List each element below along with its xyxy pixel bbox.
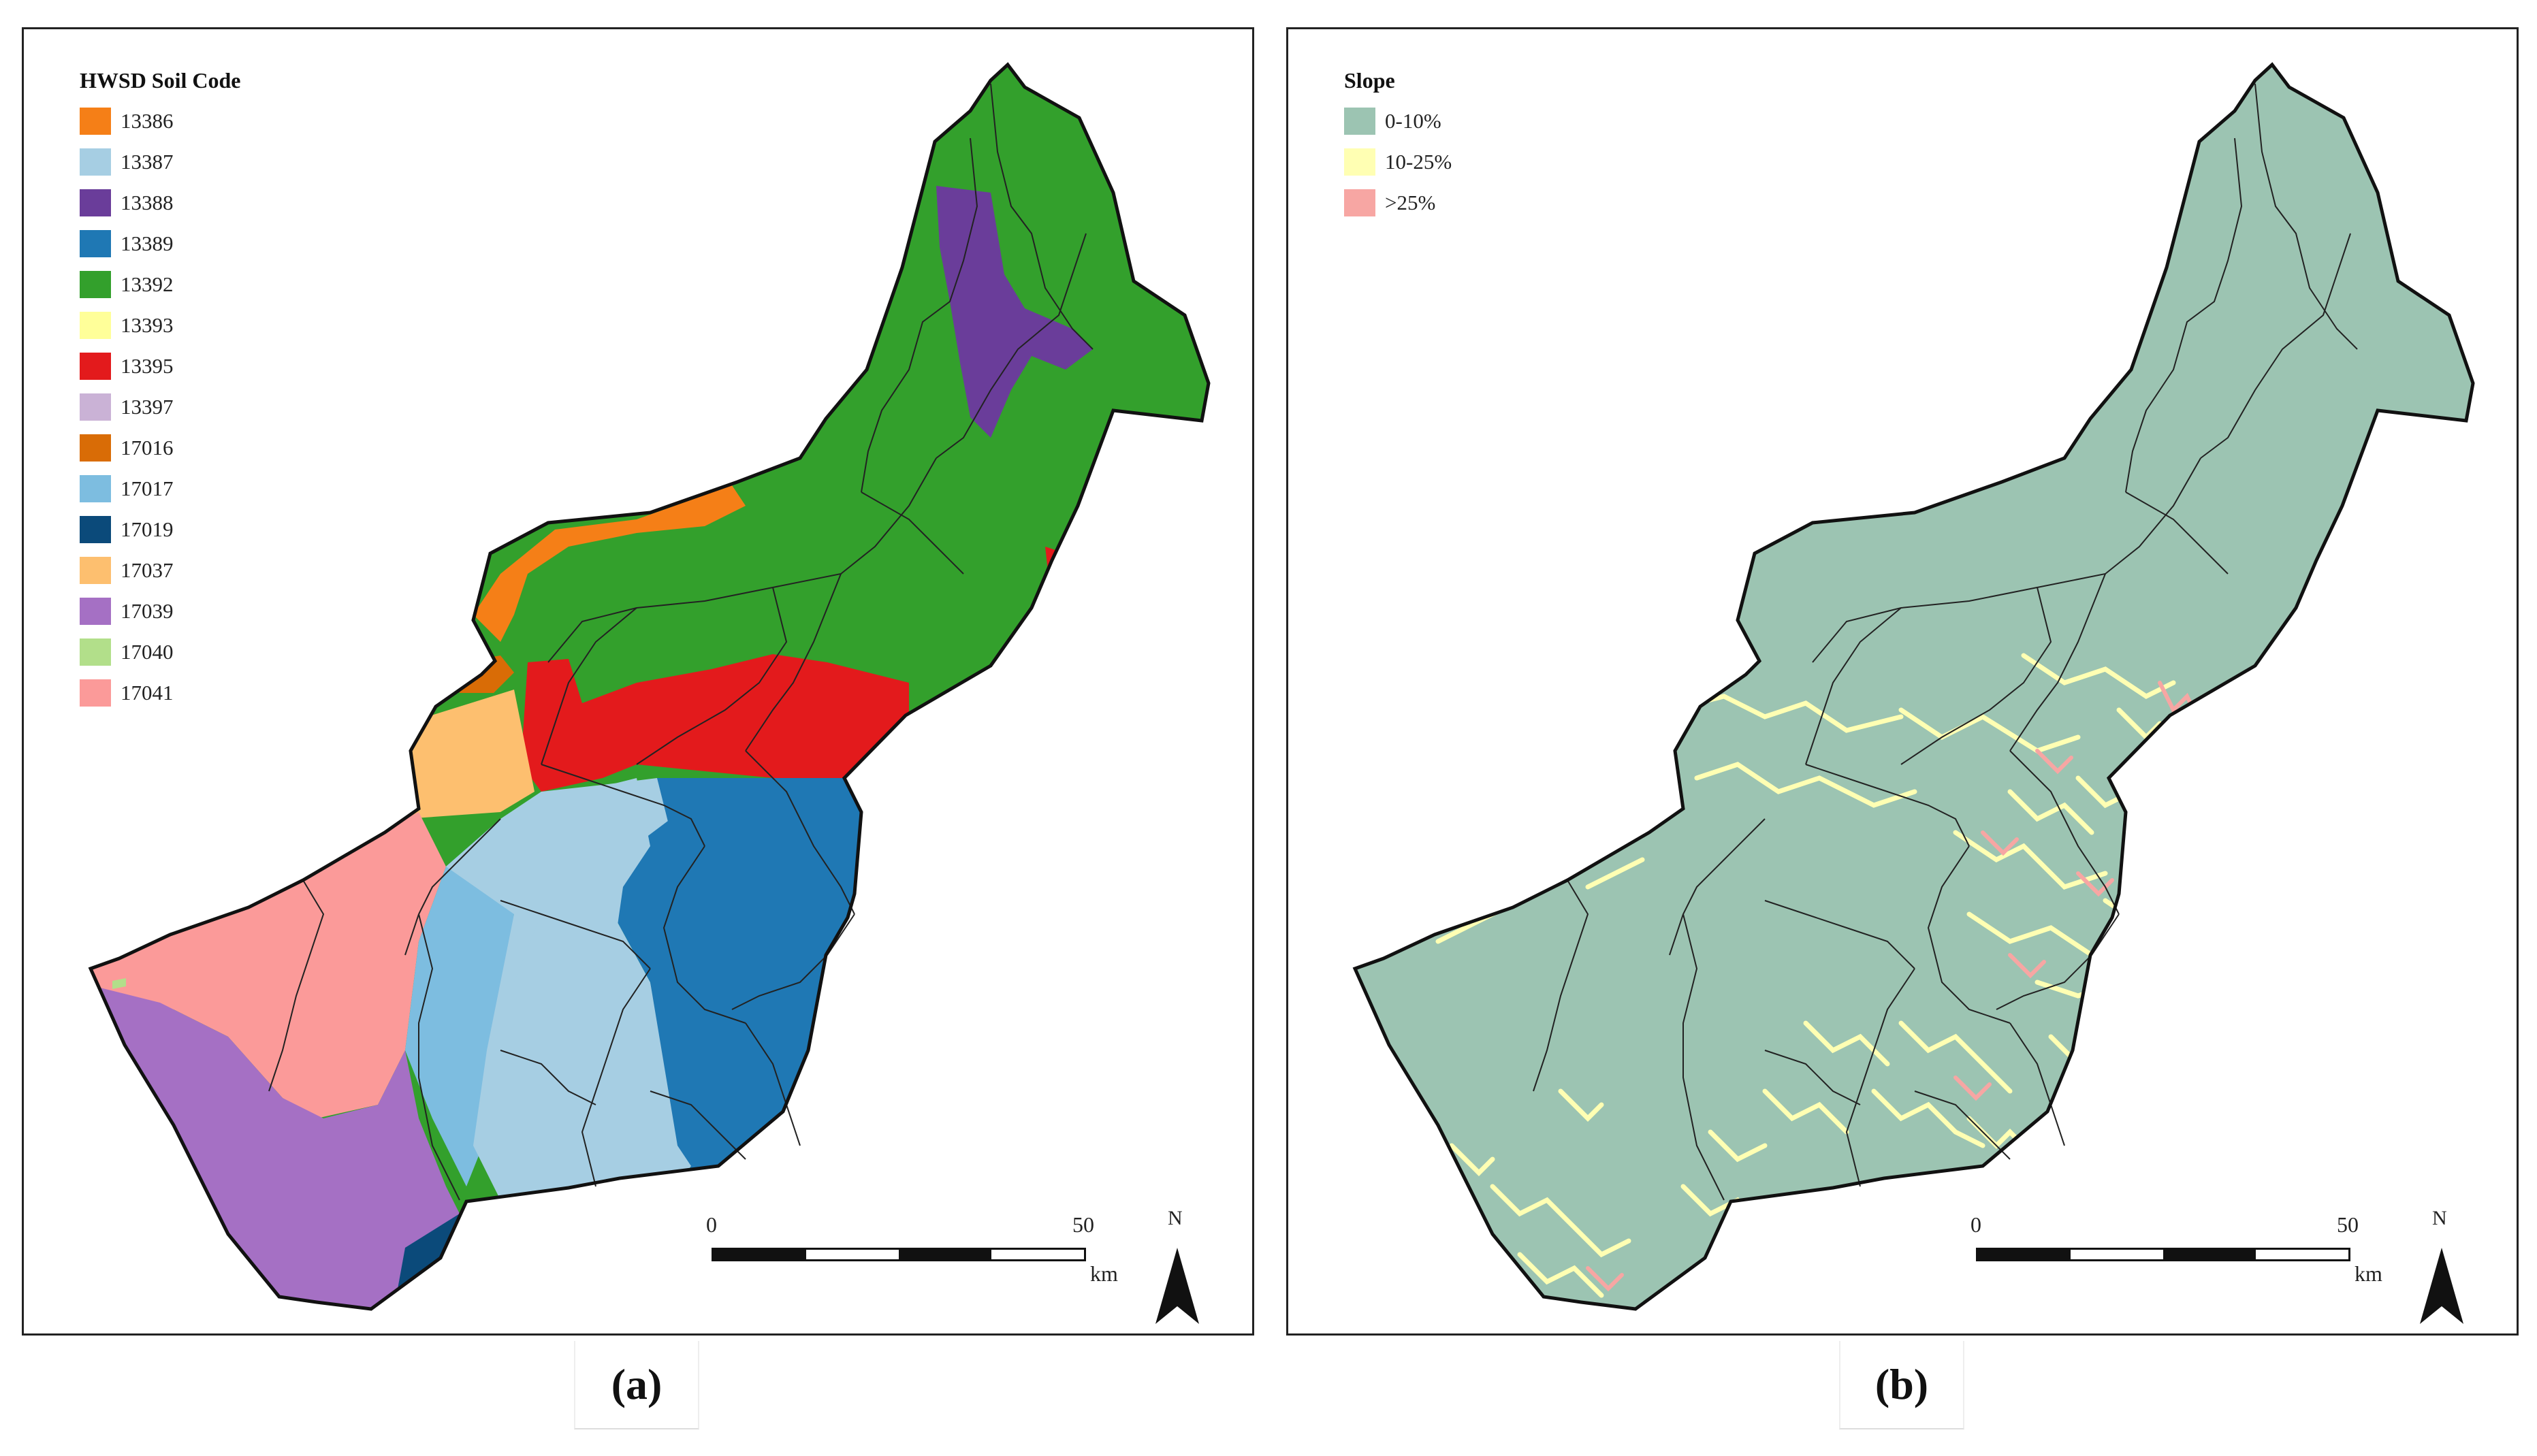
soil-zone-13387-center [500, 778, 671, 1132]
basin-outline [88, 62, 1211, 1311]
legend-label: 17037 [121, 558, 174, 582]
slope-map [1352, 62, 2475, 1311]
legend-swatch [80, 557, 111, 584]
legend-swatch [80, 516, 111, 543]
legend-label: 13392 [121, 272, 174, 296]
north-arrow: N [2414, 1207, 2469, 1329]
legend-item: >25% [1344, 182, 1452, 223]
scale-end-label: 50 [2337, 1212, 2359, 1237]
north-arrow-icon [1155, 1248, 1199, 1324]
legend-item: 17017 [80, 468, 240, 509]
legend-item: 13395 [80, 346, 240, 387]
soil-zone-13395 [521, 654, 909, 792]
soil-zone-13388 [936, 186, 1093, 438]
legend-swatch [1344, 108, 1375, 135]
slope-polygons [1355, 65, 2473, 1309]
map-panel-slope: Slope 0-10% 10-25% >25% 0 50 km N [1286, 27, 2519, 1336]
caption-a: (a) [574, 1341, 699, 1429]
caption-b: (b) [1839, 1341, 1964, 1429]
legend-swatch [80, 312, 111, 339]
legend-label: 13393 [121, 313, 174, 337]
basin-outline [1352, 62, 2475, 1311]
legend-swatch [80, 271, 111, 298]
legend-items: 13386 13387 13388 13389 13392 13393 13395 13397… [80, 101, 240, 713]
legend-title: Slope [1344, 68, 1395, 93]
legend-label: >25% [1385, 191, 1436, 214]
soil-zone-13386 [473, 485, 746, 642]
map-panel-soil: HWSD Soil Code 13386 13387 13388 13389 13392… [22, 27, 1254, 1336]
scale-bar: 0 50 km [706, 1212, 1188, 1329]
legend-item: 17037 [80, 550, 240, 591]
scale-unit-label: km [1090, 1261, 1118, 1286]
soil-zone-17040 [112, 978, 126, 989]
soil-zone-17037 [405, 690, 534, 819]
soil-map [88, 62, 1211, 1311]
legend-item: 17016 [80, 427, 240, 468]
legend-swatch [80, 475, 111, 502]
legend-swatch [1344, 189, 1375, 216]
scale-unit-label: km [2355, 1261, 2382, 1286]
legend-item: 13387 [80, 142, 240, 182]
legend-item: 13397 [80, 387, 240, 427]
legend-swatch [80, 598, 111, 625]
scale-end-label: 50 [1072, 1212, 1094, 1237]
legend-item: 13386 [80, 101, 240, 142]
legend-item: 17039 [80, 591, 240, 632]
legend-swatch [80, 638, 111, 666]
scale-start-label: 0 [706, 1212, 717, 1237]
legend-items: 0-10% 10-25% >25% [1344, 101, 1452, 223]
legend-item: 17019 [80, 509, 240, 550]
legend-swatch [80, 434, 111, 462]
legend-label: 13387 [121, 150, 174, 174]
legend-label: 17040 [121, 640, 174, 664]
subbasin-boundaries [1533, 83, 2358, 1201]
soil-zone-17039 [91, 982, 466, 1309]
legend-label: 13388 [121, 191, 174, 214]
legend-item: 17041 [80, 673, 240, 713]
legend-label: 17019 [121, 517, 174, 541]
legend-label: 17017 [121, 476, 174, 500]
soil-legend: HWSD Soil Code 13386 13387 13388 13389 13392… [80, 67, 240, 713]
legend-swatch [80, 148, 111, 176]
north-arrow: N [1150, 1207, 1204, 1329]
legend-label: 17039 [121, 599, 174, 623]
legend-swatch [80, 353, 111, 380]
legend-label: 13397 [121, 395, 174, 419]
north-arrow-icon [2420, 1248, 2463, 1324]
scale-track [712, 1248, 1086, 1261]
legend-swatch [80, 108, 111, 135]
legend-item: 13388 [80, 182, 240, 223]
legend-swatch [80, 679, 111, 707]
legend-label: 13386 [121, 109, 174, 133]
soil-zone-17041 [91, 812, 446, 1118]
legend-swatch [80, 230, 111, 257]
slope-zone-0-10 [1355, 65, 2473, 1309]
scale-bar: 0 50 km [1970, 1212, 2453, 1329]
legend-item: 0-10% [1344, 101, 1452, 142]
legend-item: 13389 [80, 223, 240, 264]
legend-swatch [80, 189, 111, 216]
north-label: N [1168, 1207, 1183, 1229]
legend-swatch [1344, 148, 1375, 176]
legend-item: 13392 [80, 264, 240, 305]
legend-item: 17040 [80, 632, 240, 673]
legend-label: 13395 [121, 354, 174, 378]
slope-legend: Slope 0-10% 10-25% >25% [1344, 67, 1452, 223]
north-label: N [2432, 1207, 2447, 1229]
legend-item: 13393 [80, 305, 240, 346]
legend-label: 0-10% [1385, 109, 1441, 133]
legend-label: 17041 [121, 681, 174, 705]
legend-title: HWSD Soil Code [80, 68, 241, 93]
legend-label: 13389 [121, 231, 174, 255]
scale-track [1976, 1248, 2350, 1261]
legend-label: 17016 [121, 436, 174, 459]
legend-item: 10-25% [1344, 142, 1452, 182]
subbasin-boundaries [268, 83, 1094, 1201]
legend-swatch [80, 393, 111, 421]
scale-start-label: 0 [1970, 1212, 1981, 1237]
legend-label: 10-25% [1385, 150, 1452, 174]
